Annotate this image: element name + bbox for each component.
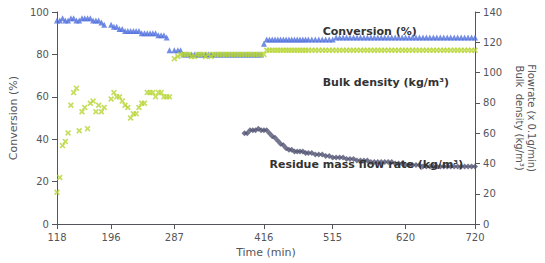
svg-text:80: 80 bbox=[483, 97, 496, 108]
svg-text:Conversion (%): Conversion (%) bbox=[323, 25, 417, 38]
svg-text:196: 196 bbox=[102, 232, 121, 243]
svg-text:Residue mass flow rate (kg/m³): Residue mass flow rate (kg/m³) bbox=[270, 158, 464, 171]
svg-text:720: 720 bbox=[465, 232, 484, 243]
svg-text:Flowrate (x 0.1g/min): Flowrate (x 0.1g/min) bbox=[526, 64, 537, 172]
svg-text:120: 120 bbox=[483, 37, 502, 48]
svg-text:118: 118 bbox=[47, 232, 66, 243]
svg-text:620: 620 bbox=[396, 232, 415, 243]
svg-text:60: 60 bbox=[36, 91, 49, 102]
svg-text:40: 40 bbox=[483, 158, 496, 169]
svg-text:20: 20 bbox=[483, 188, 496, 199]
svg-text:416: 416 bbox=[254, 232, 273, 243]
svg-text:140: 140 bbox=[483, 7, 502, 18]
svg-text:Bulk density (kg/m³): Bulk density (kg/m³) bbox=[323, 76, 449, 89]
svg-text:287: 287 bbox=[165, 232, 184, 243]
svg-text:20: 20 bbox=[36, 176, 49, 187]
svg-text:40: 40 bbox=[36, 134, 49, 145]
svg-text:Bulk density (kg/m³): Bulk density (kg/m³) bbox=[514, 66, 525, 171]
svg-text:0: 0 bbox=[43, 219, 49, 230]
svg-text:100: 100 bbox=[30, 7, 49, 18]
svg-text:Time (min): Time (min) bbox=[235, 246, 296, 259]
svg-text:100: 100 bbox=[483, 67, 502, 78]
svg-text:Conversion (%): Conversion (%) bbox=[7, 76, 20, 160]
svg-text:0: 0 bbox=[483, 219, 489, 230]
svg-text:80: 80 bbox=[36, 49, 49, 60]
svg-text:60: 60 bbox=[483, 128, 496, 139]
svg-text:515: 515 bbox=[323, 232, 342, 243]
